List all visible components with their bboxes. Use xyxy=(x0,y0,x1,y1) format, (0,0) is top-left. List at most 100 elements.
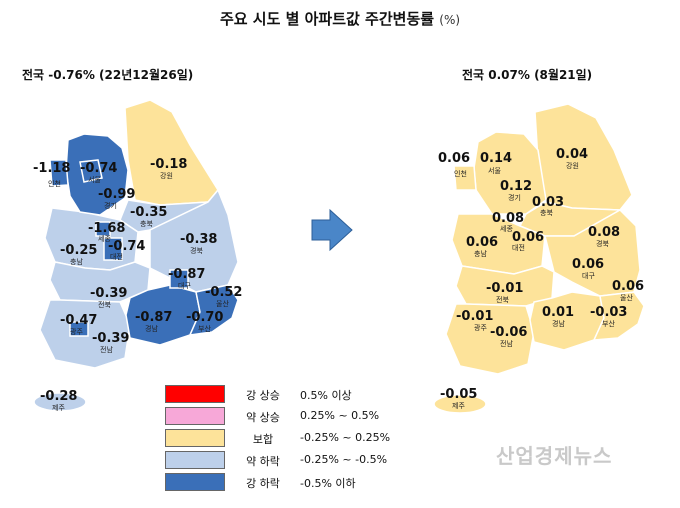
right-value-ulsan: 0.06 xyxy=(612,279,644,294)
right-name-gwangju: 광주 xyxy=(474,324,487,332)
left-busan-ulsan-region xyxy=(188,284,239,336)
right-value-seoul: 0.14 xyxy=(480,151,512,166)
left-map xyxy=(33,99,239,412)
left-name-chungnam: 충남 xyxy=(70,257,83,266)
right-value-jeonbuk: -0.01 xyxy=(486,281,523,296)
legend-label-mild-rise: 약 상승 xyxy=(246,411,280,424)
title-unit: (%) xyxy=(439,13,461,27)
right-name-daejeon: 대전 xyxy=(512,243,525,252)
left-value-jeonnam: -0.39 xyxy=(92,331,129,346)
left-map-labels: -1.18 인천 -0.74 서울 -0.99 경기 -0.18 강원 -0.3… xyxy=(33,157,242,412)
legend-row-mild-rise: 약 상승 0.25% ~ 0.5% xyxy=(165,407,415,425)
left-value-chungbuk: -0.35 xyxy=(130,205,167,220)
legend-range-mild-rise: 0.25% ~ 0.5% xyxy=(300,409,380,422)
legend: 강 상승 0.5% 이상 약 상승 0.25% ~ 0.5% 보합 -0.25%… xyxy=(165,385,415,497)
right-name-jeonbuk: 전북 xyxy=(496,295,509,304)
legend-row-strong-fall: 강 하락 -0.5% 이하 xyxy=(165,473,415,491)
right-name-gyeongbuk: 경북 xyxy=(596,239,609,248)
left-name-ulsan: 울산 xyxy=(216,299,229,308)
legend-row-flat: 보합 -0.25% ~ 0.25% xyxy=(165,429,415,447)
right-gyeongnam-region xyxy=(529,291,605,351)
page-title: 주요 시도 별 아파트값 주간변동률 (%) xyxy=(0,8,680,29)
legend-row-strong-rise: 강 상승 0.5% 이상 xyxy=(165,385,415,403)
left-value-gangwon: -0.18 xyxy=(150,157,187,172)
legend-swatch-mild-rise xyxy=(165,407,225,425)
legend-range-flat: -0.25% ~ 0.25% xyxy=(300,431,391,444)
right-name-ulsan: 울산 xyxy=(620,293,633,302)
left-gwangju-region xyxy=(69,321,89,337)
right-value-chungbuk: 0.03 xyxy=(532,195,564,210)
right-name-jeonnam: 전남 xyxy=(500,339,513,348)
right-jeonnam-region xyxy=(445,303,535,375)
left-value-gyeongbuk: -0.38 xyxy=(180,232,217,247)
legend-label-strong-rise: 강 상승 xyxy=(246,389,280,402)
left-name-sejong: 세종 xyxy=(98,234,111,243)
left-name-gangwon: 강원 xyxy=(160,171,173,180)
right-name-chungbuk: 충북 xyxy=(540,208,553,217)
left-gyeongbuk-region xyxy=(149,188,239,293)
left-value-sejong: -1.68 xyxy=(88,221,125,236)
legend-range-mild-fall: -0.25% ~ -0.5% xyxy=(300,453,388,466)
right-value-daejeon: 0.06 xyxy=(512,230,544,245)
legend-label-flat: 보합 xyxy=(252,433,274,446)
transition-arrow xyxy=(311,208,353,252)
right-gyeongbuk-region xyxy=(544,209,641,297)
right-name-jeju: 제주 xyxy=(452,402,465,410)
right-incheon-region xyxy=(453,165,477,191)
right-name-busan: 부산 xyxy=(602,319,615,328)
legend-swatch-strong-fall xyxy=(165,473,225,491)
right-value-sejong: 0.08 xyxy=(492,211,524,226)
right-value-busan: -0.03 xyxy=(590,305,627,320)
left-value-jeju: -0.28 xyxy=(40,389,77,404)
right-name-gyeongnam: 경남 xyxy=(552,319,565,328)
left-jeonbuk-region xyxy=(49,261,151,303)
left-value-gyeonggi: -0.99 xyxy=(98,187,135,202)
right-name-incheon: 인천 xyxy=(454,169,467,178)
title-text: 주요 시도 별 아파트값 주간변동률 xyxy=(219,10,435,28)
right-name-sejong: 세종 xyxy=(500,224,513,233)
right-value-chungnam: 0.06 xyxy=(466,235,498,250)
right-value-daegu: 0.06 xyxy=(572,257,604,272)
legend-range-strong-rise: 0.5% 이상 xyxy=(300,389,352,402)
left-value-seoul: -0.74 xyxy=(80,161,117,176)
right-busan-ulsan-region xyxy=(592,291,645,341)
left-name-incheon: 인천 xyxy=(48,179,61,188)
left-name-daegu: 대구 xyxy=(178,282,191,290)
left-value-busan: -0.70 xyxy=(186,310,223,325)
left-name-jeonnam: 전남 xyxy=(100,345,113,354)
left-name-gwangju: 광주 xyxy=(70,328,83,336)
right-value-jeju: -0.05 xyxy=(440,387,477,402)
left-value-gyeongnam: -0.87 xyxy=(135,310,172,325)
left-name-jeju: 제주 xyxy=(52,404,65,412)
right-name-chungnam: 충남 xyxy=(474,249,487,258)
right-name-gyeonggi: 경기 xyxy=(508,193,521,202)
left-daegu-region xyxy=(169,269,189,289)
legend-row-mild-fall: 약 하락 -0.25% ~ -0.5% xyxy=(165,451,415,469)
left-gangwon-region xyxy=(124,99,219,206)
right-value-jeonnam: -0.06 xyxy=(490,325,527,340)
left-name-gyeongbuk: 경북 xyxy=(190,246,203,255)
right-map-subtitle: 전국 0.07% (8월21일) xyxy=(462,68,593,82)
left-name-jeonbuk: 전북 xyxy=(98,300,111,309)
left-value-ulsan: -0.52 xyxy=(205,285,242,300)
left-incheon-region xyxy=(49,159,69,187)
left-value-gwangju: -0.47 xyxy=(60,313,97,328)
left-value-chungnam: -0.25 xyxy=(60,243,97,258)
left-value-jeonbuk: -0.39 xyxy=(90,286,127,301)
right-value-gyeongbuk: 0.08 xyxy=(588,225,620,240)
right-value-gangwon: 0.04 xyxy=(556,147,588,162)
legend-label-strong-fall: 강 하락 xyxy=(246,477,280,490)
left-sejong-region xyxy=(95,221,111,237)
right-map xyxy=(433,103,645,414)
left-map-subtitle: 전국 -0.76% (22년12월26일) xyxy=(22,68,194,82)
left-name-daejeon: 대전 xyxy=(110,252,123,261)
left-value-daejeon: -0.74 xyxy=(108,239,145,254)
right-value-gyeongnam: 0.01 xyxy=(542,305,574,320)
right-map-labels: 0.06 인천 0.14 서울 0.12 경기 0.04 강원 0.03 충북 … xyxy=(438,147,644,410)
left-seoul-region xyxy=(79,159,103,183)
left-name-seoul: 서울 xyxy=(88,175,101,184)
watermark: 산업경제뉴스 xyxy=(496,444,613,468)
left-name-gyeonggi: 경기 xyxy=(104,201,117,210)
legend-swatch-mild-fall xyxy=(165,451,225,469)
right-name-daegu: 대구 xyxy=(582,272,595,280)
